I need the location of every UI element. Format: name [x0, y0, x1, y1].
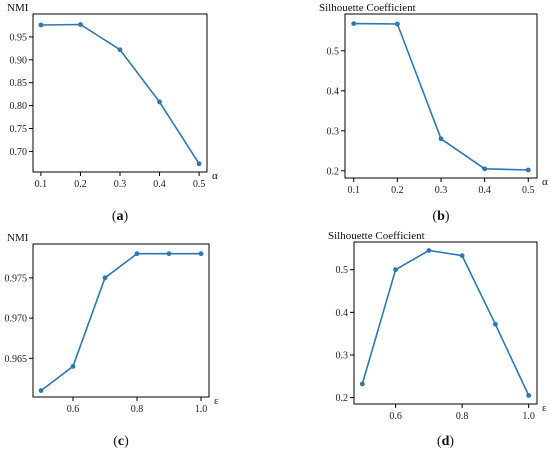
x-tick-label: 0.6 — [389, 411, 402, 422]
chart-panel-c: 0.965 0.970 0.975 0.6 0.8 1.0 NMI ε (c) — [5, 232, 220, 449]
y-tick-label: 0.70 — [10, 147, 28, 158]
y-tick-label: 0.2 — [336, 393, 349, 404]
data-point — [166, 251, 172, 257]
chart-panel-d: 0.2 0.3 0.4 0.5 0.6 0.8 1.0 Silhouette Coeffici… — [328, 230, 547, 449]
x-tick-label: 0.3 — [114, 179, 127, 190]
data-point — [359, 381, 365, 387]
plot-frame — [32, 13, 208, 173]
y-tick-label: 0.4 — [327, 86, 340, 97]
y-tick-label: 0.80 — [10, 101, 28, 112]
x-tick-label: 0.2 — [74, 179, 87, 190]
x-tick-label: 0.5 — [193, 179, 206, 190]
panel-letter: a — [117, 209, 124, 224]
data-point — [198, 251, 204, 257]
x-axis-label: α — [212, 170, 218, 182]
panel-caption: (a) — [112, 209, 129, 224]
plot-frame — [32, 243, 210, 398]
x-tick-label: 1.0 — [195, 404, 208, 415]
y-tick-label: 0.75 — [10, 124, 28, 135]
y-tick-label: 0.965 — [5, 354, 28, 365]
y-axis-label: NMI — [7, 232, 29, 244]
y-axis-label: Silhouette Coefficient — [328, 230, 425, 242]
x-tick-label: 0.8 — [456, 411, 469, 422]
x-tick-label: 0.4 — [153, 179, 166, 190]
data-point — [157, 99, 162, 105]
x-axis-label: ε — [214, 395, 219, 407]
panel-letter: b — [437, 209, 445, 224]
data-point — [482, 166, 488, 172]
y-tick-label: 0.90 — [10, 55, 28, 66]
data-point — [393, 267, 398, 273]
y-tick-label: 0.2 — [327, 166, 340, 177]
data-point — [38, 22, 44, 28]
x-tick-label: 0.5 — [522, 185, 535, 196]
x-tick-label: 0.3 — [435, 185, 448, 196]
plot-frame — [344, 13, 538, 179]
data-point — [102, 275, 108, 281]
data-point — [196, 161, 202, 167]
panel-caption: (c) — [113, 434, 129, 449]
data-point — [493, 321, 498, 327]
y-axis-label: Silhouette Coefficient — [319, 2, 416, 14]
y-tick-label: 0.5 — [327, 46, 340, 57]
x-tick-label: 0.2 — [391, 185, 404, 196]
data-point — [351, 21, 357, 26]
y-tick-label: 0.85 — [10, 78, 28, 89]
y-tick-label: 0.975 — [5, 273, 28, 284]
panel-letter: c — [118, 434, 124, 449]
panel-letter: d — [442, 434, 450, 449]
y-tick-label: 0.95 — [10, 32, 28, 43]
x-tick-label: 0.6 — [67, 404, 80, 415]
data-point — [459, 253, 465, 259]
chart-panel-a: 0.70 0.75 0.80 0.85 0.90 0.95 0.1 0.2 0.3 0.4 0.5 N… — [7, 2, 218, 224]
series-line — [361, 249, 530, 396]
data-point — [438, 136, 444, 142]
data-point — [78, 22, 83, 27]
series-line — [40, 23, 200, 165]
panel-caption: (b) — [432, 209, 449, 224]
x-tick-label: 0.4 — [478, 185, 491, 196]
x-tick-label: 0.8 — [131, 404, 144, 415]
y-axis-label: NMI — [7, 2, 29, 14]
data-point — [70, 364, 76, 369]
data-point — [525, 167, 531, 173]
x-tick-label: 0.1 — [347, 185, 360, 196]
x-tick-label: 0.1 — [35, 179, 48, 190]
y-tick-label: 0.3 — [327, 126, 340, 137]
y-tick-label: 0.5 — [336, 265, 349, 276]
x-axis-label: α — [542, 176, 548, 188]
y-tick-label: 0.4 — [336, 308, 349, 319]
data-point — [38, 388, 44, 393]
data-point — [117, 47, 123, 53]
data-point — [526, 393, 532, 398]
y-tick-label: 0.970 — [5, 314, 28, 325]
chart-panel-b: 0.2 0.3 0.4 0.5 0.1 0.2 0.3 0.4 0.5 Silhouette Co… — [319, 2, 548, 224]
data-point — [426, 248, 432, 253]
panel-caption: (d) — [437, 434, 454, 449]
series-line — [40, 252, 201, 392]
data-point — [134, 251, 140, 257]
x-axis-label: ε — [542, 402, 547, 414]
y-tick-label: 0.3 — [336, 350, 349, 361]
series-line — [353, 22, 529, 171]
plot-frame — [353, 241, 538, 405]
x-tick-label: 1.0 — [522, 411, 535, 422]
data-point — [394, 21, 400, 27]
